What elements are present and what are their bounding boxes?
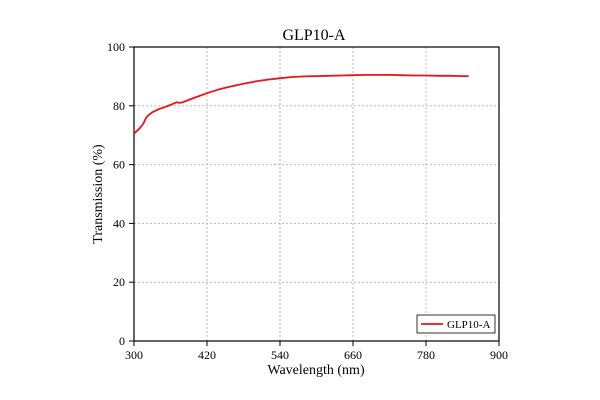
y-tick-label: 60 — [113, 158, 125, 172]
x-tick-label: 420 — [198, 348, 216, 362]
legend-box — [416, 314, 496, 334]
y-tick-label: 20 — [113, 275, 125, 289]
y-tick-label: 0 — [119, 334, 125, 348]
x-tick-label: 780 — [417, 348, 435, 362]
legend-label: GLP10-A — [447, 319, 490, 331]
y-axis-label: Transmission (%) — [91, 144, 106, 244]
legend: GLP10-A — [416, 314, 496, 334]
y-tick-label: 80 — [113, 99, 125, 113]
x-tick-label: 540 — [271, 348, 289, 362]
y-tick-label: 40 — [113, 216, 125, 230]
plot-frame — [133, 46, 500, 342]
y-tick-label: 100 — [107, 40, 125, 54]
series-line — [133, 74, 469, 135]
x-tick-label: 900 — [490, 348, 508, 362]
x-axis-label: Wavelength (nm) — [267, 363, 365, 378]
grid — [134, 47, 499, 341]
axis-ticks: 300 420 540 660 780 900 0 20 40 60 80 100 — [107, 40, 508, 362]
chart-title: GLP10-A — [282, 27, 346, 44]
x-tick-label: 300 — [125, 348, 143, 362]
series-layer — [133, 74, 469, 135]
x-tick-label: 660 — [344, 348, 362, 362]
